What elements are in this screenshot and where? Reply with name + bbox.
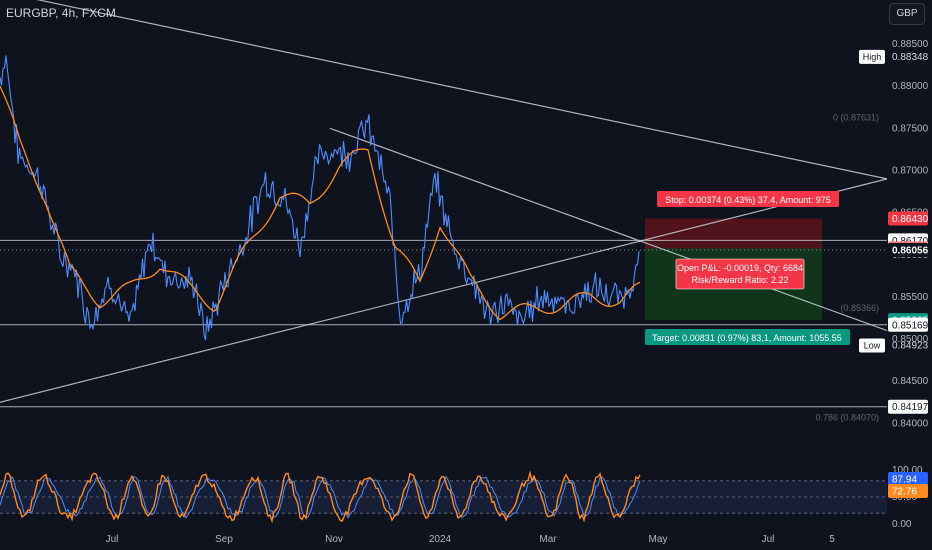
target-label-box [645, 329, 850, 345]
symbol-title: EURGBP, 4h, FXCM [6, 6, 116, 20]
price-badge-1: 0.86170 [892, 236, 929, 247]
high-tag-box [859, 49, 885, 64]
price-tick-6: 0.85500 [892, 292, 929, 303]
high-tag: High [863, 52, 882, 62]
time-tick-1: Sep [215, 534, 233, 545]
trendline-1 [0, 178, 888, 403]
low-tag-box [859, 338, 885, 353]
fib-label-1: (0.85366) [840, 303, 879, 313]
osc-readout-box-0 [888, 472, 928, 486]
price-badge-3: 0.86056 [892, 246, 929, 257]
time-tick-5: May [649, 534, 668, 545]
price-tick-7: 0.85000 [892, 334, 929, 345]
fib-label-2: 0.786 (0.84070) [815, 412, 879, 422]
fib-labels: 0 (0.87631) (0.85366) 0.786 (0.84070) [815, 112, 879, 422]
price-badge-box-0 [888, 211, 928, 226]
price-tick-9: 0.84000 [892, 418, 929, 429]
position-labels: Stop: 0.00374 (0.43%) 37.4, Amount: 975 O… [645, 191, 850, 345]
osc-readout-1: 72.76 [892, 487, 917, 498]
trendline-0 [36, 0, 888, 180]
price-tick-0: 0.88500 [892, 39, 929, 50]
price-tick-1: 0.88000 [892, 81, 929, 92]
time-axis: Jul Sep Nov 2024 Mar May Jul 5 [106, 534, 836, 545]
oscillator-pane [0, 470, 887, 524]
osc-readout-0: 87.94 [892, 475, 917, 486]
fib-label-0: 0 (0.87631) [833, 112, 879, 122]
pnl-box [675, 258, 805, 290]
osc-readout-box-1 [888, 484, 928, 498]
price-tick-2: 0.87500 [892, 123, 929, 134]
price-badge-5: 0.85169 [892, 320, 929, 331]
price-badge-box-3 [888, 243, 928, 258]
horizontal-lines [0, 239, 887, 408]
price-badge-6: 0.84197 [892, 402, 929, 413]
pnl-label: Open P&L: -0.00019, Qty: 6684 [677, 263, 803, 273]
price-badge-box-5 [888, 317, 928, 332]
high-value: 0.88348 [892, 52, 929, 63]
rr-label: Risk/Reward Ratio: 2.22 [691, 275, 788, 285]
time-tick-4: Mar [539, 534, 557, 545]
oscillator-line [0, 470, 641, 524]
currency-button[interactable]: GBP [889, 3, 925, 25]
trendlines [0, 0, 888, 403]
trendline-2 [329, 127, 888, 332]
osc-tick-2: 0.00 [892, 519, 912, 530]
time-tick-2: Nov [325, 534, 343, 545]
time-tick-7: 5 [829, 534, 835, 545]
price-line [0, 55, 640, 341]
low-tag: Low [864, 341, 881, 351]
price-tick-3: 0.87000 [892, 165, 929, 176]
stop-label: Stop: 0.00374 (0.43%) 37.4, Amount: 975 [665, 195, 831, 205]
time-tick-0: Jul [106, 534, 119, 545]
target-label: Target: 0.00831 (0.97%) 83.1, Amount: 10… [652, 333, 842, 343]
stop-label-box [657, 191, 839, 207]
moving-average-line [0, 85, 641, 321]
low-value: 0.84923 [892, 341, 929, 352]
time-tick-6: Jul [762, 534, 775, 545]
oscillator-signal-line [0, 475, 641, 519]
osc-tick-0: 100.00 [892, 465, 923, 476]
price-tick-8: 0.84500 [892, 376, 929, 387]
stop-zone [645, 218, 822, 249]
price-badge-0: 0.86430 [892, 214, 929, 225]
price-badge-box-6 [888, 399, 928, 414]
price-axis: 0.885000.880000.875000.870000.865000.860… [859, 39, 929, 530]
price-series [0, 55, 641, 341]
time-tick-3: 2024 [429, 534, 452, 545]
